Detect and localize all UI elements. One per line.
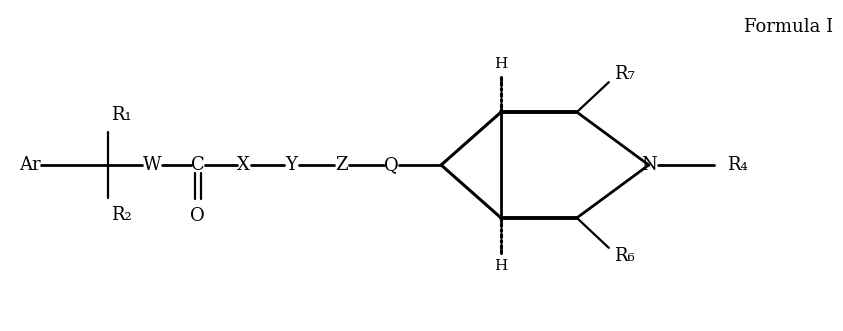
Text: X: X — [237, 156, 250, 174]
Text: C: C — [191, 156, 205, 174]
Text: Ar: Ar — [19, 156, 40, 174]
Text: H: H — [494, 259, 507, 273]
Text: R₇: R₇ — [615, 65, 635, 83]
Text: R₂: R₂ — [111, 206, 132, 224]
Text: Y: Y — [286, 156, 298, 174]
Text: N: N — [641, 156, 657, 174]
Text: Formula I: Formula I — [744, 18, 833, 36]
Text: R₄: R₄ — [727, 156, 748, 174]
Text: Q: Q — [384, 156, 399, 174]
Text: Z: Z — [335, 156, 347, 174]
Text: R₁: R₁ — [111, 106, 132, 124]
Text: O: O — [191, 207, 205, 225]
Text: H: H — [494, 57, 507, 71]
Text: R₆: R₆ — [615, 247, 635, 265]
Text: W: W — [142, 156, 161, 174]
